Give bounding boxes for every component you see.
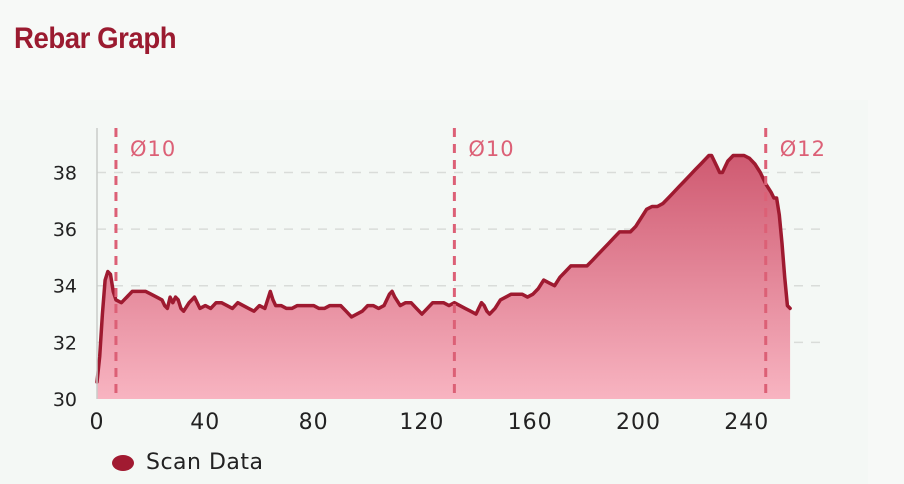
y-tick-label: 36 [53,219,77,241]
legend-swatch [112,454,134,471]
chart-card: Ø10 Ø10 Ø12 30 32 34 36 38 0 40 80 120 160 200 240 [0,100,868,484]
series-area [97,155,791,399]
page-title: Rebar Graph [14,22,177,55]
y-tick-label: 38 [53,162,77,184]
x-tick-label: 40 [190,410,220,435]
x-tick-label: 200 [616,410,661,435]
y-tick-label: 34 [53,276,77,298]
marker-layer: Ø10 Ø10 Ø12 [114,128,826,399]
x-tick-label: 160 [508,410,553,435]
x-tick-label: 0 [90,410,105,435]
marker-label: Ø10 [130,137,176,161]
y-tick-label: 30 [53,389,77,411]
series-line [95,153,792,384]
marker-label: Ø10 [468,137,514,161]
x-tick-label: 120 [399,410,444,435]
y-tick-label: 32 [53,332,77,354]
legend-label: Scan Data [146,450,264,475]
legend: Scan Data [112,450,264,475]
x-tick-label: 80 [299,410,329,435]
axis-layer: 30 32 34 36 38 0 40 80 120 160 200 240 [53,128,769,435]
x-tick-label: 240 [724,410,769,435]
chart: Ø10 Ø10 Ø12 30 32 34 36 38 0 40 80 120 160 200 240 [53,128,828,435]
area-layer [95,153,792,399]
marker-label: Ø12 [780,137,826,161]
